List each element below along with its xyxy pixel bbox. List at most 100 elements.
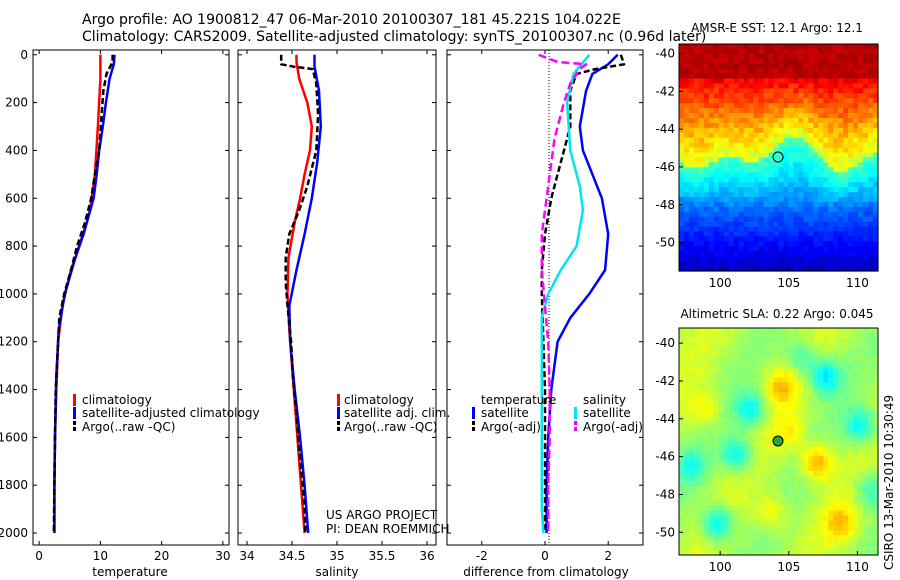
sla-cell [793, 461, 799, 467]
sst-cell [743, 216, 750, 223]
sst-cell [683, 256, 690, 262]
sla-cell [698, 402, 705, 408]
sla-cell [773, 510, 780, 517]
sst-cell [713, 73, 720, 80]
sst-cell [688, 266, 695, 272]
sla-cell [723, 471, 730, 477]
sla-cell [698, 342, 705, 349]
sst-cell [778, 246, 785, 252]
sst-cell [733, 132, 740, 139]
sst-cell [828, 192, 834, 198]
sst-cell [873, 162, 879, 168]
sst-cell [863, 157, 869, 164]
sst-cell [679, 98, 685, 104]
sst-cell [733, 226, 740, 233]
sst-cell [858, 251, 864, 257]
sst-cell [803, 108, 809, 114]
sla-cell [693, 392, 700, 398]
sla-cell [843, 461, 849, 467]
sst-cell [868, 177, 874, 183]
sst-cell [679, 187, 685, 193]
sla-cell [718, 328, 725, 334]
sst-cell [698, 216, 705, 223]
sla-cell [793, 500, 799, 507]
sst-cell [803, 63, 809, 70]
sst-cell [723, 68, 730, 75]
sla-cell [723, 510, 730, 517]
sst-cell [728, 152, 735, 159]
sst-cell [843, 93, 849, 99]
sst-cell [833, 256, 839, 262]
sst-cell [753, 44, 760, 50]
sst-cell [833, 241, 839, 247]
sla-cell [703, 471, 710, 477]
sla-cell [683, 550, 690, 556]
sst-cell [843, 118, 849, 124]
sla-cell [823, 328, 829, 334]
sla-cell [738, 490, 745, 497]
sla-cell [788, 392, 795, 398]
sst-cell [758, 266, 765, 272]
sla-cell [823, 525, 829, 531]
sla-cell [758, 337, 765, 344]
sst-cell [698, 246, 705, 252]
sla-cell [733, 328, 740, 334]
sst-cell [768, 177, 775, 183]
sla-cell [718, 441, 725, 448]
sst-cell [838, 167, 844, 173]
sla-cell [748, 421, 755, 428]
sst-cell [679, 196, 685, 203]
sst-cell [788, 118, 795, 124]
sla-cell [848, 362, 854, 369]
x-tick-label: 35 [329, 549, 344, 563]
y-tick-label: 200 [5, 96, 28, 110]
sst-cell [753, 246, 760, 252]
sst-cell [838, 44, 844, 50]
sst-cell [833, 93, 839, 99]
sla-cell [718, 387, 725, 393]
sst-cell [863, 93, 869, 99]
sst-cell [873, 118, 879, 124]
sla-cell [708, 377, 715, 383]
sst-cell [783, 83, 790, 90]
sst-cell [808, 98, 814, 104]
sst-cell [753, 63, 760, 70]
sst-cell [723, 192, 730, 198]
sla-cell [828, 510, 834, 517]
sst-cell [818, 157, 824, 164]
sla-cell [793, 406, 799, 413]
sst-cell [803, 162, 809, 168]
sst-cell [868, 73, 874, 80]
sla-cell [823, 446, 829, 452]
sst-cell [743, 241, 750, 247]
sst-cell [783, 127, 790, 134]
sst-cell [838, 261, 844, 267]
sst-cell [863, 147, 869, 154]
sla-cell [718, 451, 725, 457]
sla-cell [718, 411, 725, 418]
sst-cell [828, 142, 834, 149]
sst-cell [808, 206, 814, 213]
sla-cell [858, 500, 864, 507]
sla-cell [688, 387, 695, 393]
sst-cell [753, 68, 760, 75]
sla-cell [793, 505, 799, 512]
sst-cell [748, 103, 755, 109]
sla-cell [728, 520, 735, 526]
sst-cell [698, 251, 705, 257]
sst-cell [798, 53, 804, 60]
sst-cell [698, 167, 705, 173]
sst-cell [718, 266, 725, 272]
sla-cell [743, 362, 750, 369]
sst-cell [798, 241, 804, 247]
sst-cell [818, 206, 824, 213]
sla-cell [708, 550, 715, 556]
sst-cell [783, 206, 790, 213]
sst-cell [818, 132, 824, 139]
sst-cell [693, 44, 700, 50]
sst-cell [743, 152, 750, 159]
sst-cell [798, 147, 804, 154]
sla-cell [833, 520, 839, 526]
sst-cell [718, 201, 725, 208]
sst-cell [868, 48, 874, 55]
